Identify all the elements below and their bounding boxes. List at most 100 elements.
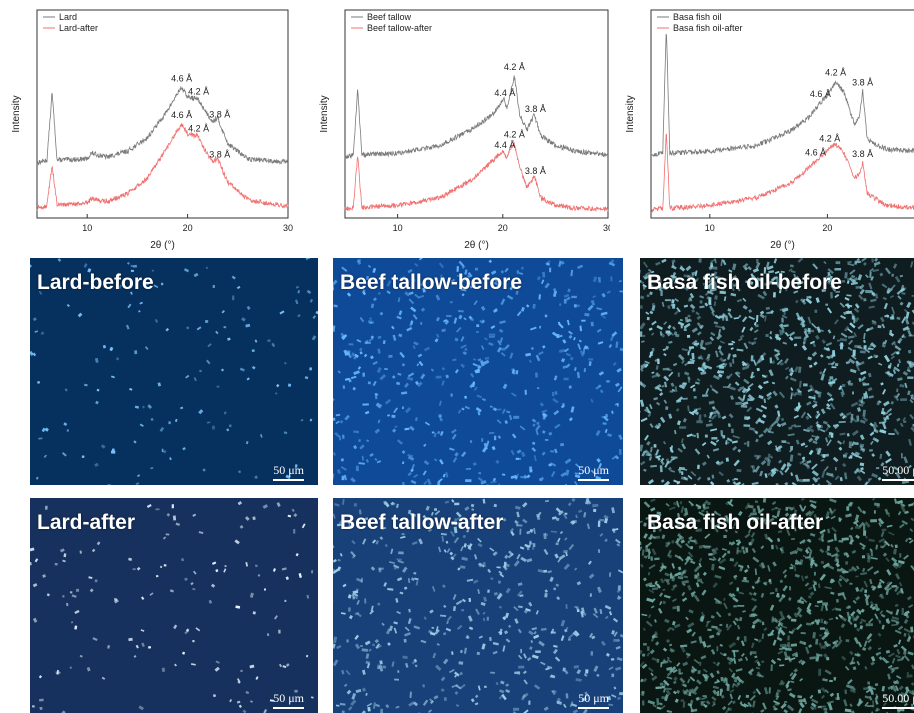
crystal <box>567 288 571 293</box>
crystal <box>883 302 888 310</box>
crystal <box>687 351 690 356</box>
crystal <box>206 359 211 365</box>
crystal <box>162 536 167 540</box>
crystal <box>904 538 909 543</box>
crystal <box>514 520 519 524</box>
crystal <box>775 276 780 284</box>
crystal <box>254 564 258 568</box>
crystal <box>683 304 689 308</box>
crystal <box>774 416 781 424</box>
crystal <box>783 309 786 316</box>
crystal <box>891 306 896 315</box>
crystal <box>648 279 652 284</box>
crystal <box>658 567 664 573</box>
crystal <box>845 360 851 365</box>
crystal <box>770 664 773 672</box>
crystal <box>820 687 827 693</box>
crystal <box>689 560 696 565</box>
crystal <box>872 437 880 443</box>
crystal <box>819 529 826 535</box>
crystal <box>735 401 743 406</box>
crystal <box>439 459 444 465</box>
crystal <box>234 539 240 545</box>
crystal <box>866 344 873 351</box>
crystal <box>398 551 404 555</box>
crystal <box>880 530 885 538</box>
crystal <box>823 465 829 472</box>
crystal <box>405 662 409 668</box>
crystal <box>589 593 592 597</box>
crystal <box>407 269 413 274</box>
crystal <box>435 294 441 301</box>
crystal <box>726 519 729 524</box>
crystal <box>788 630 793 634</box>
crystal <box>866 566 874 572</box>
crystal <box>391 414 396 418</box>
crystal <box>869 431 875 437</box>
crystal <box>777 650 784 655</box>
crystal <box>535 610 539 615</box>
crystal <box>410 479 417 485</box>
crystal <box>887 673 891 680</box>
crystal <box>786 704 795 712</box>
crystal <box>712 685 719 690</box>
crystal <box>714 324 723 329</box>
crystal <box>568 385 572 389</box>
crystal <box>806 401 812 406</box>
crystal <box>822 705 827 708</box>
crystal <box>388 354 393 358</box>
crystal <box>701 589 707 596</box>
peak-annotation: 4.2 Å <box>188 124 209 134</box>
crystal <box>267 339 271 343</box>
crystal <box>733 605 737 608</box>
crystal-field <box>333 498 623 713</box>
crystal <box>866 705 874 707</box>
crystal <box>850 611 856 617</box>
crystal <box>762 702 767 710</box>
crystal <box>359 351 363 355</box>
crystal <box>673 479 681 484</box>
crystal <box>192 570 197 575</box>
crystal <box>663 480 671 485</box>
crystal <box>823 603 829 607</box>
crystal <box>681 359 685 364</box>
crystal <box>706 644 712 648</box>
crystal <box>843 325 850 332</box>
crystal <box>532 303 536 309</box>
crystal <box>364 341 371 345</box>
crystal <box>867 685 874 693</box>
crystal <box>736 482 740 485</box>
crystal <box>665 579 671 586</box>
crystal <box>372 361 378 366</box>
crystal <box>837 639 843 646</box>
crystal <box>778 391 786 399</box>
crystal <box>896 675 902 680</box>
crystal <box>771 381 776 385</box>
crystal <box>848 441 852 449</box>
crystal <box>668 340 673 344</box>
crystal <box>819 573 827 581</box>
crystal <box>783 574 787 579</box>
crystal <box>513 415 520 419</box>
crystal <box>745 362 751 368</box>
crystal <box>894 275 901 283</box>
crystal <box>874 354 879 359</box>
crystal <box>886 314 890 319</box>
crystal <box>365 459 369 463</box>
crystal <box>410 577 415 582</box>
crystal <box>333 285 334 291</box>
crystal <box>64 388 68 392</box>
crystal <box>666 671 672 677</box>
crystal <box>615 666 622 671</box>
crystal <box>698 511 706 517</box>
crystal <box>350 699 357 707</box>
crystal <box>824 689 830 694</box>
crystal <box>407 618 412 625</box>
crystal <box>826 439 832 447</box>
crystal <box>709 287 717 293</box>
crystal <box>487 568 492 574</box>
crystal <box>619 449 622 455</box>
crystal <box>817 483 823 485</box>
crystal <box>893 395 900 402</box>
crystal <box>386 290 391 295</box>
